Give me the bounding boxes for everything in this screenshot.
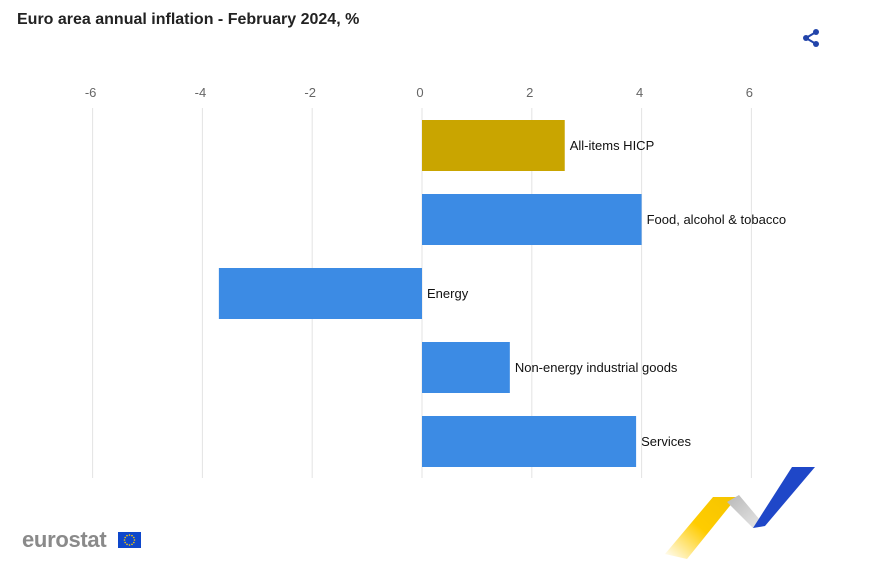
flag-star [133,539,136,541]
bar[interactable] [422,194,642,245]
flag-star [131,543,133,546]
bars [218,120,642,467]
bar[interactable] [218,268,422,319]
flag-star [133,536,135,539]
bar-category-label: Non-energy industrial goods [515,360,678,375]
x-axis-ticks: -6 -4 -2 0 2 4 6 [85,85,753,100]
x-tick-label: 2 [526,85,533,100]
flag-star [128,534,131,536]
flag-star [126,543,128,546]
flag-star [128,544,131,546]
eurostat-logo-text: eurostat [22,527,107,552]
flag-star [131,534,133,537]
x-tick-label: 6 [746,85,753,100]
flag-star [123,539,126,541]
bar-chart: -6 -4 -2 0 2 4 6 All-items HICP Food, alcohol &… [85,85,786,478]
bar[interactable] [422,342,510,393]
bar-category-label: Energy [427,286,469,301]
eurostat-swoosh-decoration [665,467,815,559]
bar-category-label: Services [641,434,691,449]
flag-star [133,541,135,544]
x-tick-label: -6 [85,85,97,100]
bar[interactable] [422,120,565,171]
flag-star [126,534,128,537]
bar[interactable] [422,416,637,467]
x-tick-label: -4 [195,85,207,100]
x-tick-label: 0 [416,85,423,100]
x-tick-label: 4 [636,85,643,100]
bar-category-label: Food, alcohol & tobacco [647,212,786,227]
x-tick-label: -2 [304,85,316,100]
chart-title: Euro area annual inflation - February 20… [17,11,360,28]
share-icon[interactable] [799,26,823,50]
bar-labels: All-items HICP Food, alcohol & tobacco Ene… [427,138,786,449]
flag-star [124,541,126,544]
eu-flag-icon [118,532,141,548]
flag-star [124,536,126,539]
bar-category-label: All-items HICP [570,138,655,153]
